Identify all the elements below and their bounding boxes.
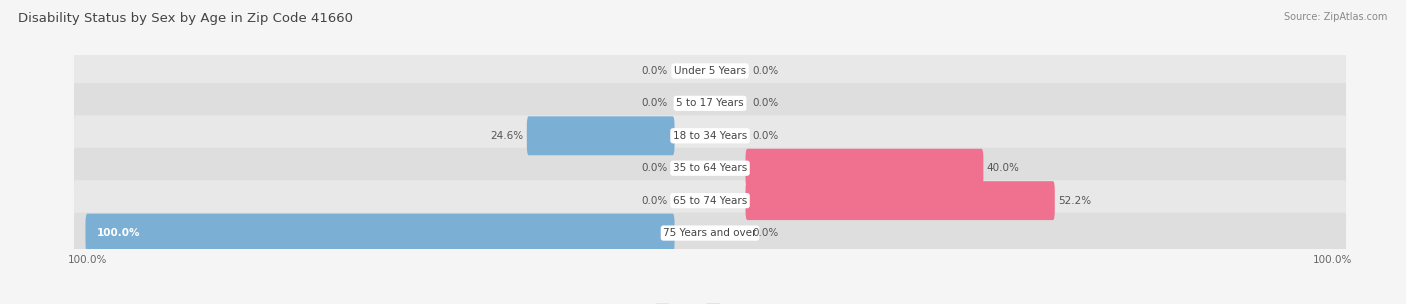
Text: 0.0%: 0.0% xyxy=(752,98,779,108)
FancyBboxPatch shape xyxy=(745,149,983,188)
Text: 100.0%: 100.0% xyxy=(97,228,141,238)
Text: 5 to 17 Years: 5 to 17 Years xyxy=(676,98,744,108)
FancyBboxPatch shape xyxy=(75,50,1346,92)
Text: 0.0%: 0.0% xyxy=(752,228,779,238)
Text: Disability Status by Sex by Age in Zip Code 41660: Disability Status by Sex by Age in Zip C… xyxy=(18,12,353,25)
Text: 0.0%: 0.0% xyxy=(641,98,668,108)
Text: 0.0%: 0.0% xyxy=(641,163,668,173)
Legend: Male, Female: Male, Female xyxy=(651,300,769,304)
Text: 0.0%: 0.0% xyxy=(641,66,668,76)
FancyBboxPatch shape xyxy=(75,148,1346,189)
FancyBboxPatch shape xyxy=(75,180,1346,221)
Text: 35 to 64 Years: 35 to 64 Years xyxy=(673,163,747,173)
FancyBboxPatch shape xyxy=(527,116,675,155)
Text: Source: ZipAtlas.com: Source: ZipAtlas.com xyxy=(1284,12,1388,22)
FancyBboxPatch shape xyxy=(75,212,1346,254)
FancyBboxPatch shape xyxy=(75,83,1346,124)
Text: 18 to 34 Years: 18 to 34 Years xyxy=(673,131,747,141)
Text: 52.2%: 52.2% xyxy=(1057,196,1091,206)
Text: 0.0%: 0.0% xyxy=(752,66,779,76)
Text: 40.0%: 40.0% xyxy=(987,163,1019,173)
FancyBboxPatch shape xyxy=(86,214,675,253)
Text: 24.6%: 24.6% xyxy=(491,131,523,141)
FancyBboxPatch shape xyxy=(75,115,1346,156)
Text: 0.0%: 0.0% xyxy=(641,196,668,206)
FancyBboxPatch shape xyxy=(745,181,1054,220)
Text: 0.0%: 0.0% xyxy=(752,131,779,141)
Text: Under 5 Years: Under 5 Years xyxy=(673,66,747,76)
Text: 65 to 74 Years: 65 to 74 Years xyxy=(673,196,747,206)
Text: 75 Years and over: 75 Years and over xyxy=(664,228,756,238)
